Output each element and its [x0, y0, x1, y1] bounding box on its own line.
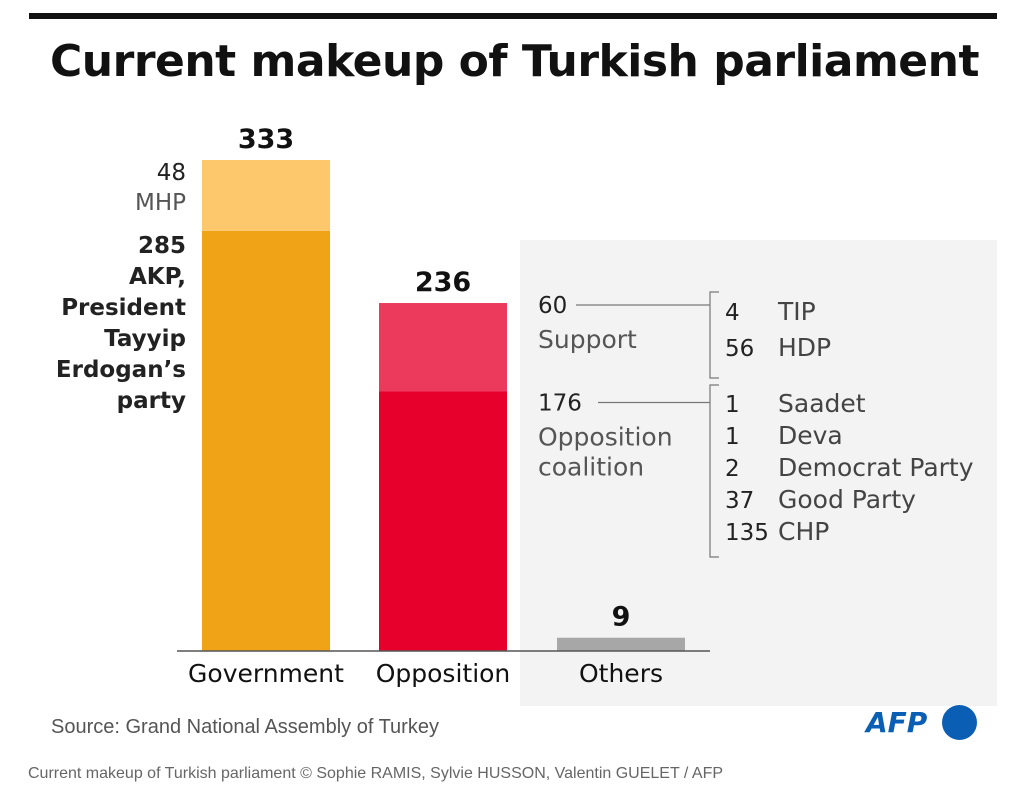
bar-total-label: 333 — [238, 124, 294, 155]
afp-logo-dot — [942, 705, 977, 740]
bar-segment — [557, 637, 685, 651]
opposition-group-label: Opposition — [538, 422, 673, 451]
party-seat-count: 37 — [725, 488, 754, 514]
breakdown-panel — [520, 240, 997, 706]
akp-label: Erdogan’s — [56, 357, 186, 383]
akp-seat-count: 285 — [138, 233, 186, 259]
mhp-label: MHP — [135, 190, 186, 216]
top-rule — [29, 13, 997, 19]
party-seat-count: 2 — [725, 456, 740, 482]
opposition-group-label: coalition — [538, 452, 644, 481]
source-note: Source: Grand National Assembly of Turke… — [51, 716, 439, 738]
party-bracket — [709, 291, 719, 379]
afp-logo-text: AFP — [866, 706, 928, 739]
party-seat-count: 135 — [725, 520, 769, 546]
akp-label: Tayyip — [104, 326, 186, 352]
party-seat-count: 1 — [725, 424, 740, 450]
bar-segment — [379, 303, 507, 392]
party-seat-count: 1 — [725, 392, 740, 418]
category-label: Others — [579, 659, 663, 688]
party-name: HDP — [778, 333, 831, 362]
bar-total-label: 236 — [415, 267, 471, 298]
party-name: Saadet — [778, 389, 866, 418]
afp-logo: AFP — [866, 704, 986, 744]
opposition-group-count: 60 — [538, 293, 567, 319]
bar-segment — [202, 230, 330, 651]
party-bracket — [709, 384, 719, 558]
image-caption: Current makeup of Turkish parliament © S… — [28, 765, 724, 782]
bar-segment — [379, 391, 507, 651]
category-label: Government — [188, 659, 344, 688]
opposition-group-count: 176 — [538, 390, 582, 416]
bar-segment — [202, 160, 330, 231]
party-seat-count: 4 — [725, 300, 740, 326]
bar-total-label: 9 — [612, 602, 631, 633]
akp-label: AKP, — [129, 264, 186, 290]
mhp-seat-count: 48 — [157, 160, 186, 186]
party-name: Good Party — [778, 485, 916, 514]
party-name: Deva — [778, 421, 843, 450]
akp-label: party — [117, 388, 186, 414]
category-label: Opposition — [376, 659, 511, 688]
chart-title: Current makeup of Turkish parliament — [50, 36, 980, 87]
party-name: CHP — [778, 517, 829, 546]
party-name: TIP — [777, 297, 816, 326]
opposition-group-label: Support — [538, 325, 637, 354]
party-seat-count: 56 — [725, 336, 754, 362]
party-name: Democrat Party — [778, 453, 974, 482]
akp-label: President — [61, 295, 186, 321]
